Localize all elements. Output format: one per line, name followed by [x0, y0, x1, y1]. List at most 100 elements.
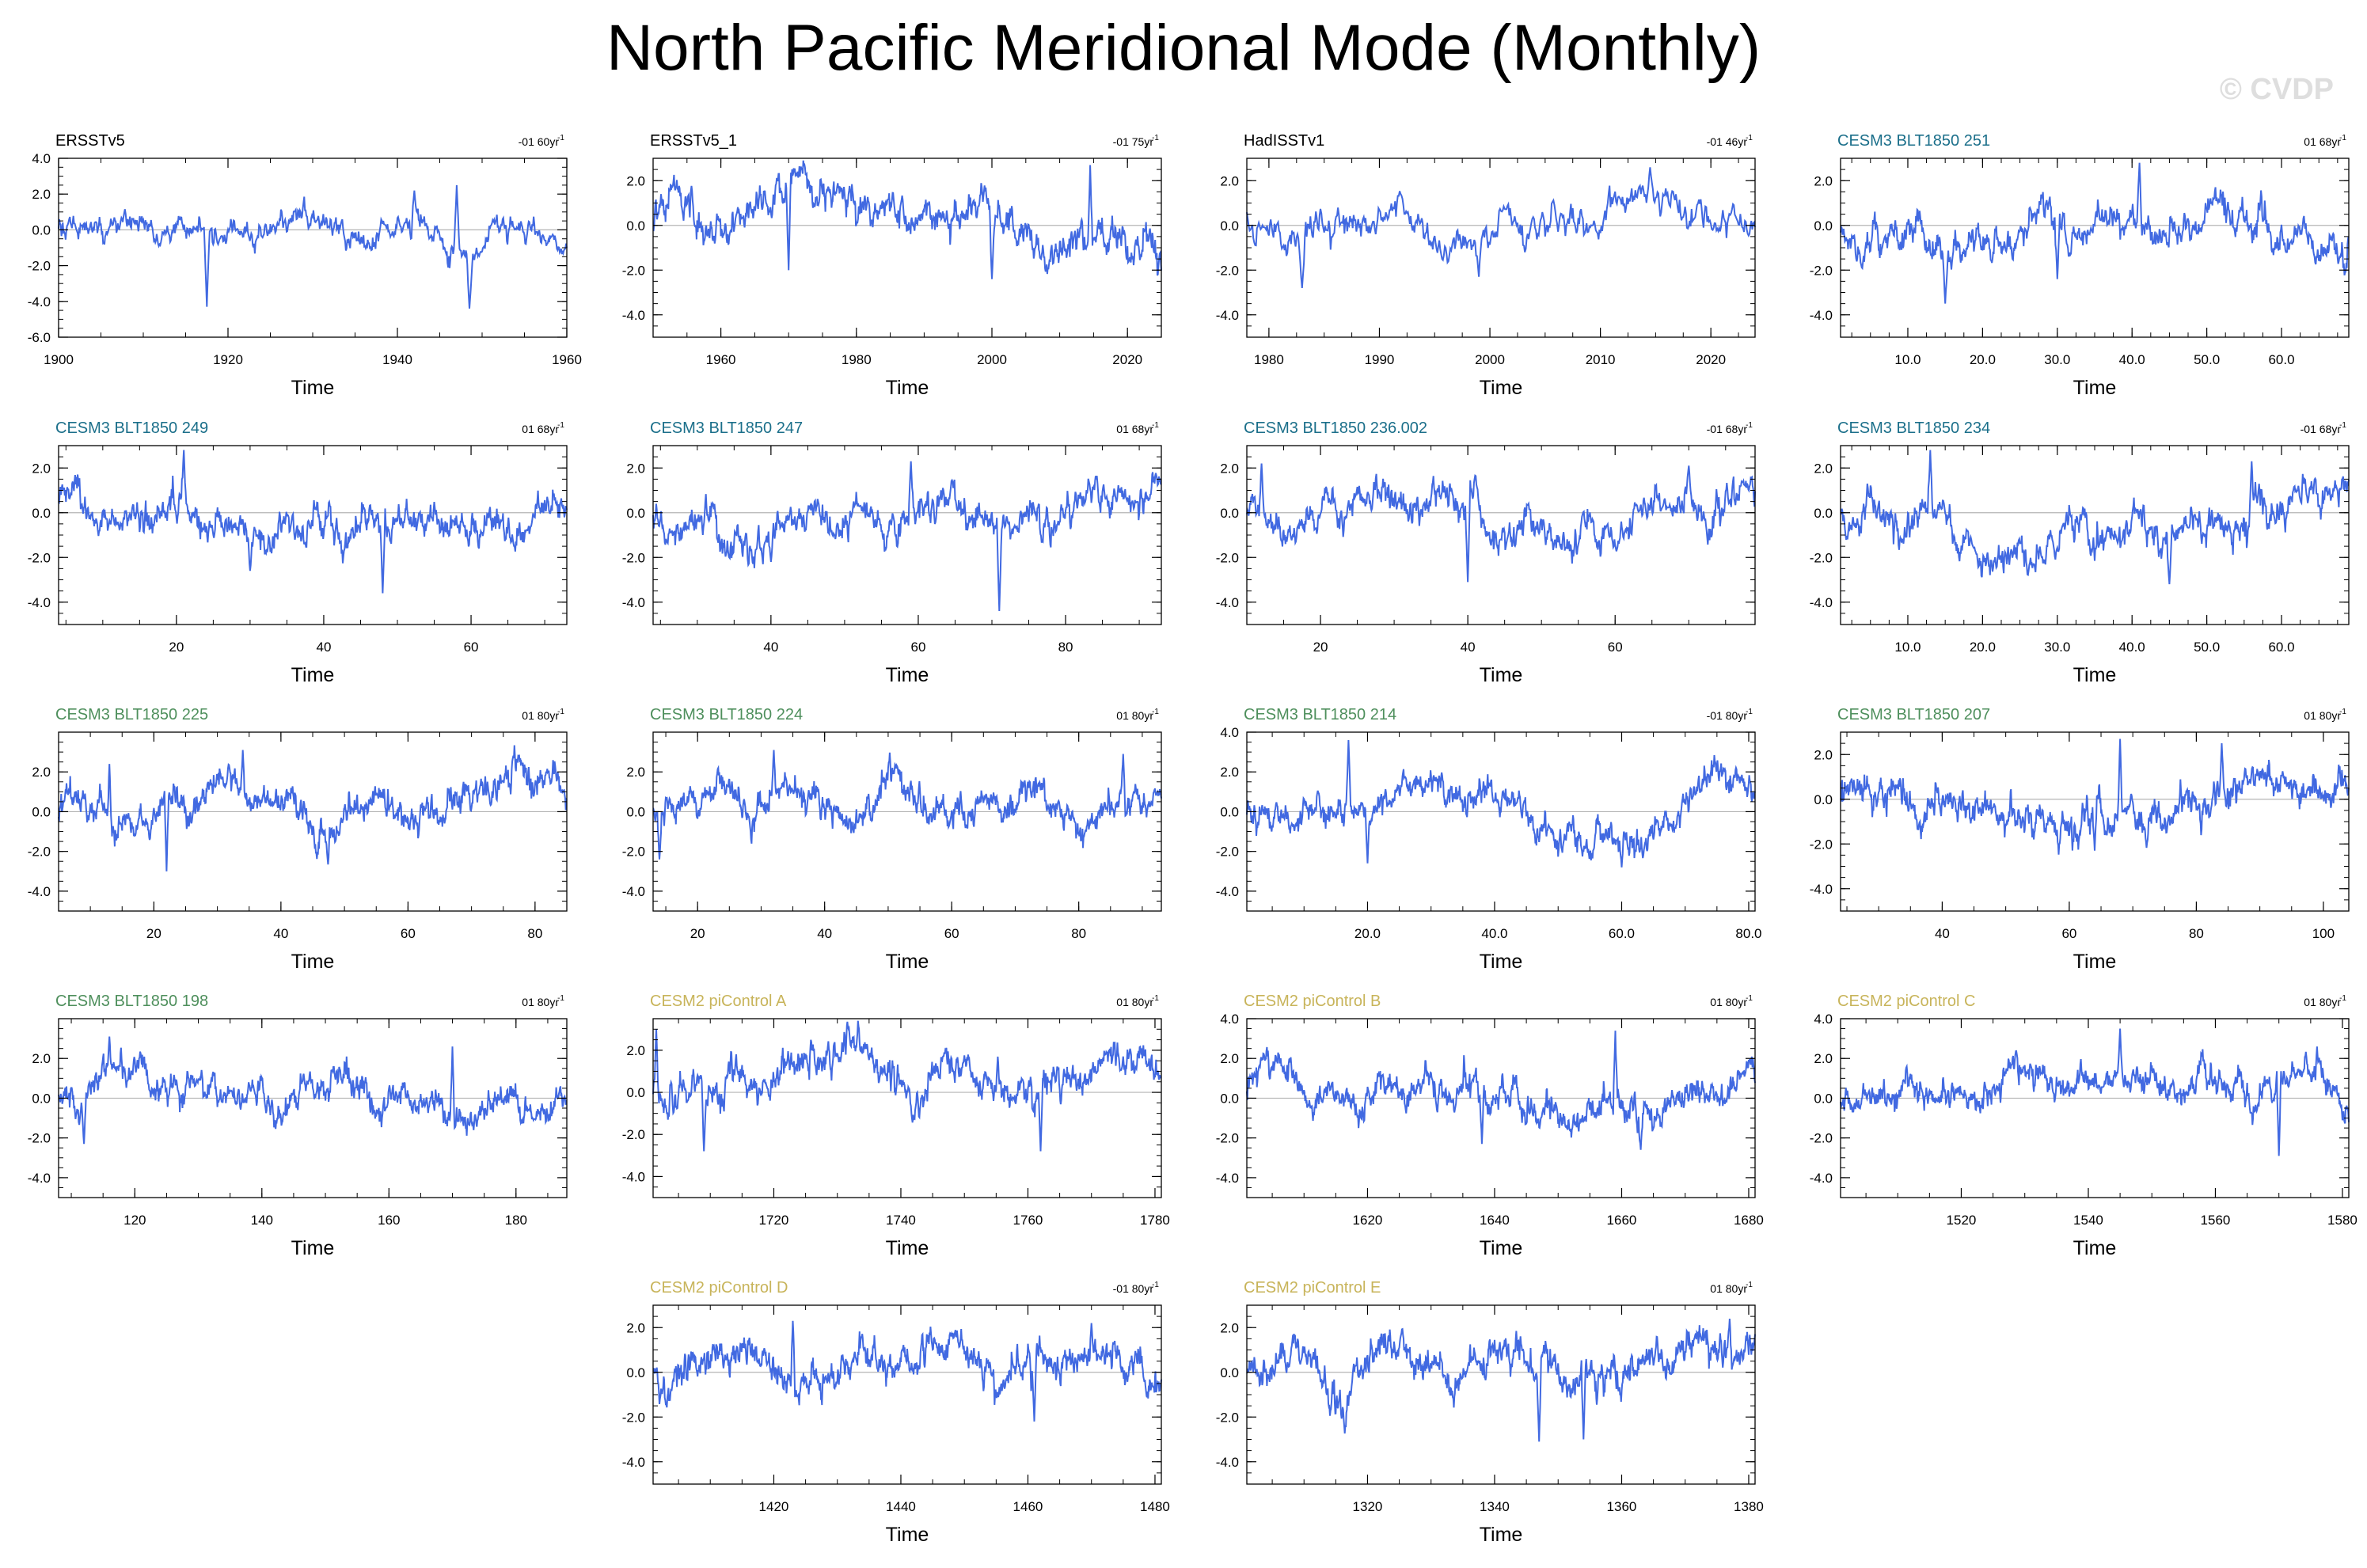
y-tick-label: -2.0	[622, 1127, 645, 1142]
x-tick-label: 2020	[1112, 352, 1142, 367]
trend-label: 01 80yr	[522, 709, 559, 722]
x-tick-label: 80	[1071, 926, 1086, 941]
x-axis-label: Time	[886, 1237, 929, 1259]
trend-label: 01 80yr	[2304, 709, 2341, 722]
y-tick-label: -4.0	[622, 884, 645, 899]
plot-frame	[58, 731, 568, 912]
x-tick-label: 2000	[977, 352, 1007, 367]
y-tick-label: -4.0	[1810, 308, 1833, 323]
series-line	[652, 750, 1162, 860]
y-tick-label: -4.0	[622, 308, 645, 323]
x-tick-label: 10.0	[1894, 640, 1921, 655]
trend-exponent: -1	[1152, 994, 1159, 1003]
y-tick-label: 0.0	[626, 804, 645, 819]
y-tick-label: -4.0	[1216, 1171, 1239, 1186]
series-line	[652, 461, 1162, 612]
y-tick-label: 0.0	[32, 1091, 51, 1106]
x-axis-label: Time	[2073, 377, 2117, 399]
x-axis-label: Time	[291, 951, 335, 973]
x-tick-label: 1580	[2327, 1213, 2358, 1228]
x-axis-label: Time	[1480, 664, 1523, 686]
x-tick-label: 80.0	[1735, 926, 1761, 941]
x-tick-label: 50.0	[2194, 352, 2220, 367]
x-tick-label: 1480	[1140, 1499, 1170, 1514]
trend-label: 01 68yr	[2304, 135, 2341, 148]
x-tick-label: 20	[169, 640, 184, 655]
x-tick-label: 1940	[382, 352, 412, 367]
plot-frame	[1246, 1304, 1756, 1485]
figure-title: North Pacific Meridional Mode (Monthly)	[606, 12, 1761, 84]
panel-label: ERSSTv5	[55, 132, 125, 150]
y-tick-label: 2.0	[626, 173, 645, 188]
x-tick-label: 1920	[213, 352, 243, 367]
x-tick-label: 1660	[1607, 1213, 1637, 1228]
trend-exponent: -1	[1746, 1281, 1753, 1289]
y-tick-label: 0.0	[1814, 1091, 1833, 1106]
panel-label: CESM2 piControl C	[1837, 993, 1976, 1010]
y-tick-label: -2.0	[1216, 1410, 1239, 1425]
x-tick-label: 80	[1058, 640, 1073, 655]
trend-exponent: -1	[1746, 421, 1753, 430]
trend-label: 01 80yr	[1710, 1282, 1747, 1295]
x-tick-label: 1420	[759, 1499, 789, 1514]
plot-frame	[1246, 158, 1756, 338]
y-tick-label: 0.0	[1814, 506, 1833, 521]
y-tick-label: 0.0	[626, 1085, 645, 1100]
x-axis-label: Time	[886, 1524, 929, 1546]
panel-cesm3-blt1850-236-002: CESM3 BLT1850 236.002 -01 68yr-1 2.0 0.0 -2.…	[1216, 420, 1756, 686]
y-tick-label: -4.0	[28, 595, 51, 610]
y-tick-label: 2.0	[1814, 747, 1833, 762]
plot-frame	[1246, 1018, 1756, 1198]
trend-exponent: -1	[1746, 994, 1753, 1003]
y-tick-label: 2.0	[626, 1043, 645, 1058]
y-tick-label: 2.0	[626, 765, 645, 780]
x-tick-label: 30.0	[2044, 640, 2070, 655]
y-tick-label: 0.0	[626, 506, 645, 521]
x-tick-label: 60	[401, 926, 416, 941]
x-tick-label: 1720	[759, 1213, 789, 1228]
x-tick-label: 140	[251, 1213, 273, 1228]
x-tick-label: 1740	[886, 1213, 916, 1228]
y-tick-label: -2.0	[28, 550, 51, 565]
y-tick-label: 2.0	[1220, 461, 1239, 476]
y-tick-label: 4.0	[1220, 1012, 1239, 1027]
panel-ersstv5-1: ERSSTv5_1 -01 75yr-1 2.0 0.0 -2.0 -4.0 1960 198…	[622, 132, 1162, 399]
y-tick-label: 2.0	[32, 765, 51, 780]
trend-exponent: -1	[557, 421, 564, 430]
x-axis-label: Time	[1480, 1524, 1523, 1546]
panel-cesm3-blt1850-247: CESM3 BLT1850 247 01 68yr-1 2.0 0.0 -2.0 -4.0…	[622, 420, 1162, 686]
panel-cesm2-picontrol-d: CESM2 piControl D -01 80yr-1 2.0 0.0 -2.0 -4.…	[622, 1279, 1170, 1546]
y-tick-label: -2.0	[622, 1410, 645, 1425]
series-line	[58, 745, 568, 871]
y-tick-label: -2.0	[1216, 263, 1239, 278]
y-tick-label: -2.0	[1810, 263, 1833, 278]
panel-cesm3-blt1850-251: CESM3 BLT1850 251 01 68yr-1 2.0 0.0 -2.0 -4.0…	[1810, 132, 2350, 399]
y-tick-label: 0.0	[1814, 792, 1833, 807]
y-tick-label: 0.0	[32, 804, 51, 819]
plot-frame	[652, 445, 1162, 625]
x-tick-label: 40	[763, 640, 778, 655]
y-tick-label: 4.0	[32, 151, 51, 166]
x-tick-label: 60	[2061, 926, 2076, 941]
panel-label: CESM3 BLT1850 234	[1837, 420, 1990, 437]
x-tick-label: 1960	[552, 352, 582, 367]
x-axis-label: Time	[886, 951, 929, 973]
y-tick-label: -4.0	[1810, 882, 1833, 897]
y-tick-label: -2.0	[622, 845, 645, 860]
series-line	[1246, 167, 1756, 288]
x-tick-label: 10.0	[1894, 352, 1921, 367]
y-tick-label: -4.0	[1216, 884, 1239, 899]
x-tick-label: 1780	[1140, 1213, 1170, 1228]
x-tick-label: 1990	[1365, 352, 1395, 367]
plot-frame	[1246, 445, 1756, 625]
x-tick-label: 100	[2312, 926, 2335, 941]
trend-exponent: -1	[1152, 1281, 1159, 1289]
x-tick-label: 1620	[1353, 1213, 1383, 1228]
plot-frame	[1840, 1018, 2350, 1198]
x-tick-label: 80	[2189, 926, 2204, 941]
x-axis-label: Time	[2073, 951, 2117, 973]
panel-label: HadISSTv1	[1244, 132, 1324, 150]
x-tick-label: 1640	[1480, 1213, 1510, 1228]
x-tick-label: 1540	[2073, 1213, 2103, 1228]
